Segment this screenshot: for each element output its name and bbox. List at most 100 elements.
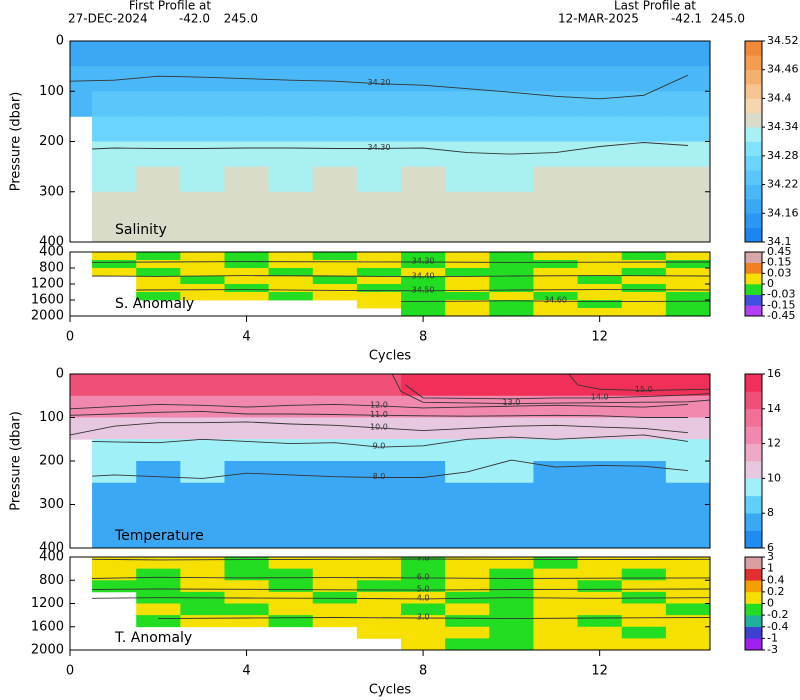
heatmap-cell: [489, 461, 534, 484]
heatmap-cell: [401, 417, 446, 440]
heatmap-cell: [70, 66, 93, 92]
heatmap-cell: [136, 395, 181, 418]
heatmap-cell: [665, 41, 710, 67]
heatmap-cell: [665, 603, 710, 616]
colorbar-box: [745, 213, 762, 228]
heatmap-cell: [489, 276, 534, 285]
heatmap-cell: [356, 284, 402, 293]
heatmap-cell: [224, 482, 270, 505]
heatmap-cell: [224, 41, 270, 67]
heatmap-cell: [533, 191, 578, 218]
contour-line: [92, 261, 710, 263]
colorbar-label: 34.52: [767, 34, 799, 47]
heatmap-cell: [356, 276, 402, 285]
colorbar-label: 0.03: [767, 266, 792, 279]
heatmap-cell: [180, 482, 225, 505]
contour-label: 9.0: [373, 442, 386, 451]
heatmap-cell: [356, 91, 402, 117]
contour-line: [400, 300, 710, 303]
heatmap-cell: [401, 91, 446, 117]
heatmap-cell: [312, 268, 358, 277]
heatmap-cell: [445, 284, 490, 293]
heatmap-cell: [70, 91, 93, 117]
heatmap-cell: [577, 439, 623, 462]
heatmap-cell: [268, 615, 314, 628]
heatmap-cell: [356, 568, 402, 581]
heatmap-cell: [577, 461, 623, 484]
colorbar-box: [745, 141, 762, 157]
heatmap-cell: [92, 41, 137, 67]
contour-label: 8.0: [373, 472, 386, 481]
heatmap-cell: [445, 638, 490, 650]
heatmap-cell: [92, 268, 137, 277]
heatmap-cell: [356, 216, 402, 242]
contour-label: 11.0: [370, 410, 388, 419]
heatmap-cell: [577, 191, 623, 218]
heatmap-cell: [136, 141, 181, 168]
contour-label: 15.0: [635, 385, 653, 394]
heatmap-cell: [356, 41, 402, 67]
heatmap-cell: [445, 626, 490, 639]
heatmap-cell: [136, 417, 181, 440]
contour-label: 34.50: [412, 285, 435, 294]
colorbar-label: -0.4: [767, 620, 788, 633]
heatmap-cell: [621, 308, 667, 316]
first-profile-title: First Profile at: [129, 0, 212, 13]
heatmap-cell: [401, 141, 446, 168]
heatmap-cell: [577, 395, 623, 418]
colorbar-label: 34.4: [767, 91, 792, 104]
heatmap-cell: [224, 284, 270, 293]
heatmap-cell: [180, 260, 225, 269]
heatmap-cell: [401, 461, 446, 484]
heatmap-cell: [665, 91, 710, 117]
heatmap-cell: [92, 504, 137, 527]
heatmap-cell: [92, 439, 137, 462]
y-tick-label: 400: [39, 541, 64, 556]
contour-label: 13.0: [502, 398, 520, 407]
heatmap-cell: [92, 417, 137, 440]
heatmap-cell: [489, 284, 534, 293]
heatmap-cell: [401, 557, 446, 570]
contour-label: 5.0: [417, 585, 430, 594]
heatmap-cell: [224, 116, 270, 142]
heatmap-cell: [533, 482, 578, 505]
y-tick-label: 1200: [31, 596, 64, 611]
heatmap-cell: [489, 292, 534, 301]
heatmap-cell: [92, 216, 137, 242]
heatmap-cell: [533, 603, 578, 616]
heatmap-cell: [312, 417, 358, 440]
heatmap-cell: [312, 166, 358, 193]
colorbar-box: [745, 112, 762, 128]
heatmap-cell: [445, 568, 490, 581]
heatmap-cell: [136, 526, 181, 548]
heatmap-cell: [268, 276, 314, 285]
heatmap-cell: [224, 216, 270, 242]
heatmap-cell: [665, 638, 710, 650]
colorbar-box: [745, 41, 762, 56]
heatmap-cell: [533, 284, 578, 293]
heatmap-cell: [665, 276, 710, 285]
heatmap-cell: [356, 374, 402, 397]
heatmap-cell: [577, 504, 623, 527]
heatmap-cell: [136, 260, 181, 269]
heatmap-cell: [224, 603, 270, 616]
heatmap-cell: [180, 395, 225, 418]
heatmap-cell: [312, 557, 358, 570]
contour-label: 34.20: [368, 78, 391, 87]
heatmap-cell: [224, 461, 270, 484]
heatmap-cell: [533, 216, 578, 242]
heatmap-cell: [224, 526, 270, 548]
heatmap-cell: [665, 300, 710, 309]
heatmap-cell: [577, 216, 623, 242]
heatmap-cell: [356, 526, 402, 548]
heatmap-cell: [92, 116, 137, 142]
contour-label: 10.0: [370, 422, 388, 431]
y-tick-label: 400: [39, 550, 64, 565]
heatmap-cell: [224, 268, 270, 277]
heatmap-cell: [577, 300, 623, 309]
heatmap-cell: [356, 603, 402, 616]
heatmap-cell: [401, 292, 446, 301]
heatmap-cell: [180, 461, 225, 484]
heatmap-cell: [445, 276, 490, 285]
heatmap-cell: [401, 300, 446, 309]
